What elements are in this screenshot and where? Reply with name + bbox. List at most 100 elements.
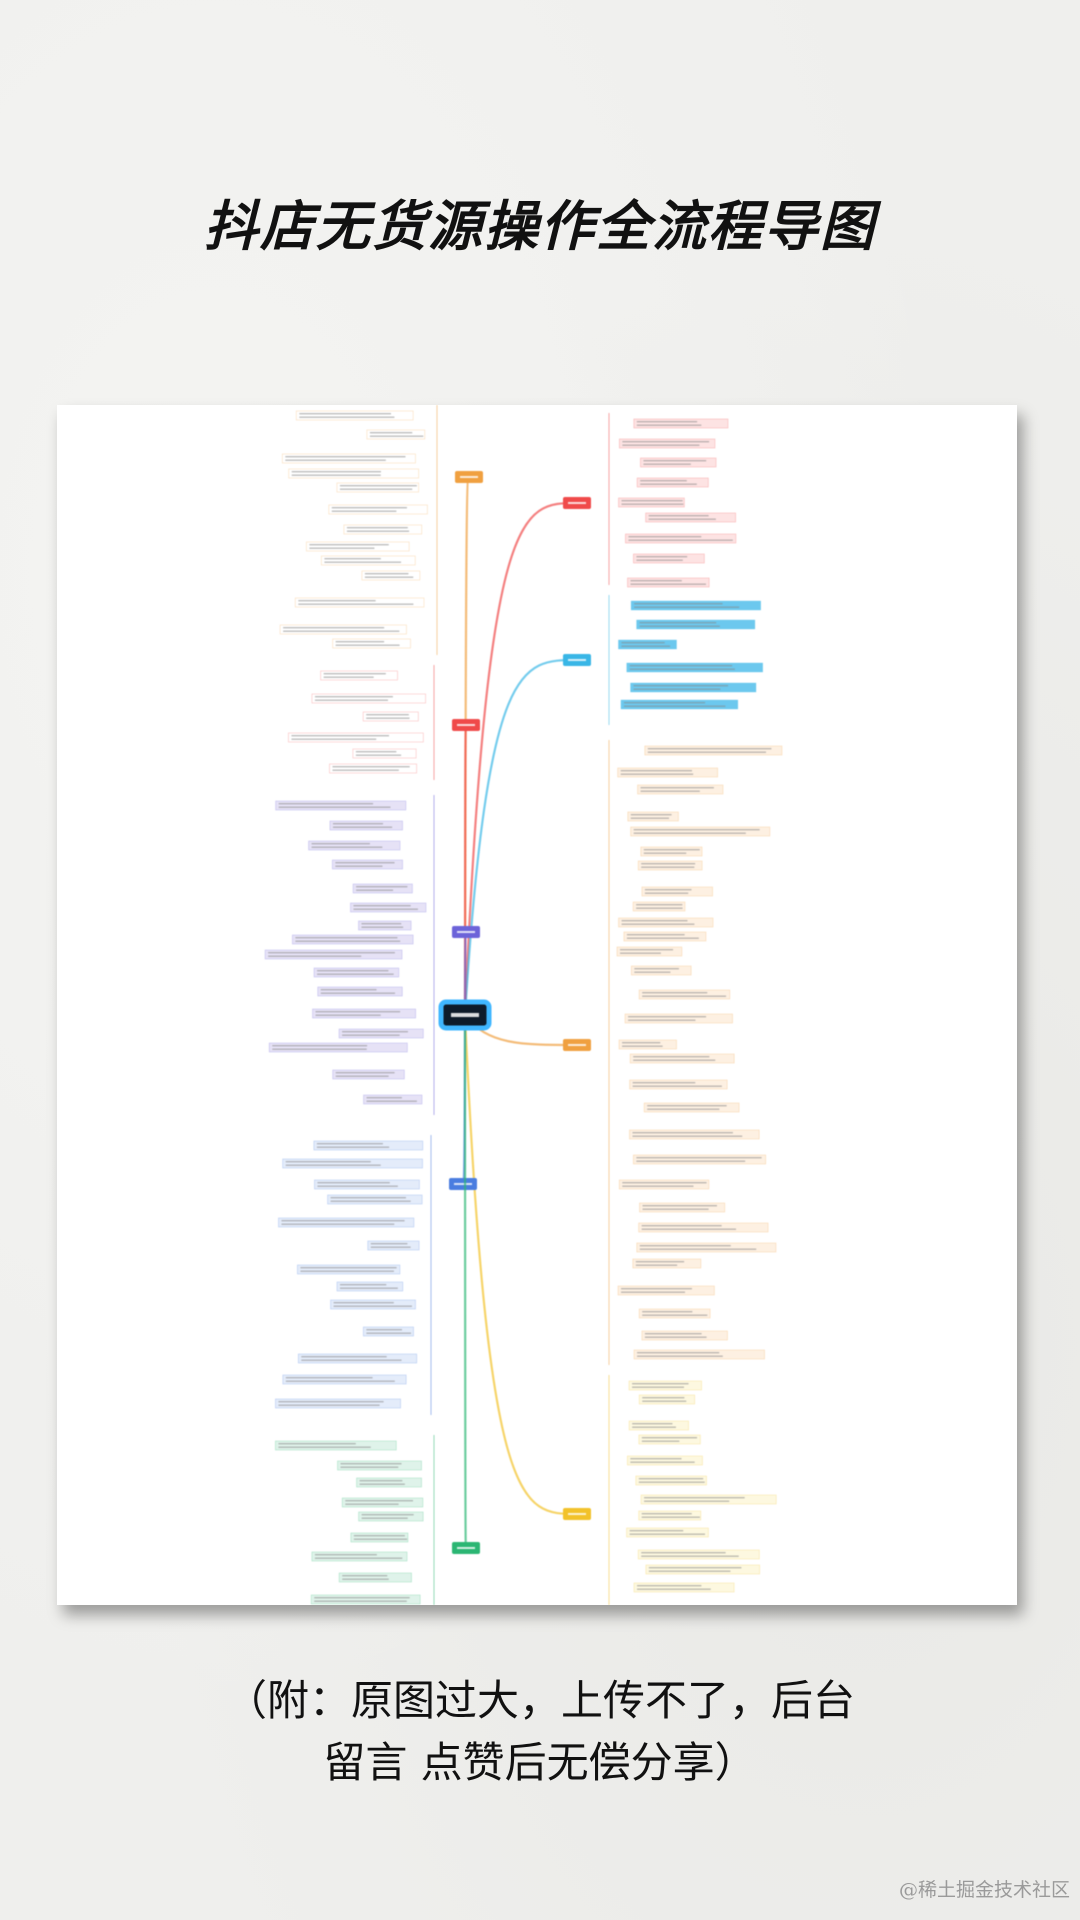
leaf-node <box>362 711 419 722</box>
leaf-node <box>619 438 716 449</box>
leaf-text-line <box>353 905 411 907</box>
leaf-text-line <box>332 769 399 771</box>
leaf-node <box>626 1527 709 1538</box>
leaf-node <box>332 638 411 649</box>
leaf-node <box>629 1053 735 1064</box>
leaf-text-line <box>648 515 709 517</box>
leaf-text-line <box>636 556 688 558</box>
leaf-text-line <box>623 702 706 704</box>
poster-title: 抖店无货源操作全流程导图 <box>204 195 876 258</box>
leaf-node <box>638 989 731 1000</box>
leaf-node <box>637 784 724 795</box>
leaf-text-line <box>332 826 393 828</box>
leaf-text-line <box>642 995 727 997</box>
leaf-node <box>627 577 710 588</box>
leaf-node <box>311 1551 408 1562</box>
leaf-text-line <box>630 583 706 585</box>
leaf-node <box>644 745 783 756</box>
leaf-text-line <box>622 1182 707 1184</box>
leaf-text-line <box>642 1397 685 1399</box>
leaf-text-line <box>633 829 760 831</box>
leaf-text-line <box>647 748 772 750</box>
leaf-text-line <box>621 645 671 647</box>
leaf-text-line <box>621 642 665 644</box>
leaf-text-line <box>356 886 408 888</box>
leaf-node <box>313 967 400 978</box>
branch-node-text <box>568 1044 586 1046</box>
leaf-text-line <box>317 973 394 975</box>
center-node-text <box>451 1013 479 1017</box>
leaf-node <box>638 1434 701 1445</box>
leaf-node <box>627 811 679 822</box>
leaf-node <box>624 1013 733 1024</box>
leaf-text-line <box>634 606 740 608</box>
leaf-text-line <box>283 627 385 629</box>
leaf-text-line <box>647 1105 727 1107</box>
leaf-text-line <box>331 510 397 512</box>
leaf-text-line <box>620 949 674 951</box>
leaf-text-line <box>644 1333 702 1335</box>
leaf-text-line <box>317 1182 390 1184</box>
leaf-text-line <box>369 435 424 437</box>
leaf-text-line <box>628 536 702 538</box>
leaf-text-line <box>323 676 374 678</box>
mindmap-card <box>57 405 1017 1605</box>
leaf-text-line <box>640 480 687 482</box>
leaf-text-line <box>285 1377 373 1379</box>
leaf-node <box>617 1285 715 1296</box>
leaf-text-line <box>644 1336 707 1338</box>
leaf-node <box>329 763 417 774</box>
leaf-text-line <box>366 714 409 716</box>
leaf-text-line <box>339 1287 398 1289</box>
leaf-text-line <box>298 603 414 605</box>
leaf-text-line <box>644 1500 730 1502</box>
leaf-text-line <box>366 1100 417 1102</box>
leaf-text-line <box>278 1443 356 1445</box>
leaf-text-line <box>366 1332 412 1334</box>
leaf-text-line <box>311 843 370 845</box>
leaf-text-line <box>642 1314 708 1316</box>
leaf-text-line <box>342 1031 408 1033</box>
leaf-text-line <box>632 1423 673 1425</box>
leaf-text-line <box>361 1514 414 1516</box>
leaf-text-line <box>641 1228 737 1230</box>
leaf-text-line <box>278 803 374 805</box>
leaf-text-line <box>345 1500 414 1502</box>
leaf-text-line <box>630 817 669 819</box>
leaf-text-line <box>335 644 400 646</box>
leaf-text-line <box>331 507 407 509</box>
leaf-text-line <box>300 1270 394 1272</box>
leaf-text-line <box>285 459 386 461</box>
leaf-text-line <box>642 1205 717 1207</box>
leaf-text-line <box>335 641 385 643</box>
leaf-text-line <box>332 766 410 768</box>
leaf-node <box>638 1222 769 1233</box>
leaf-node <box>636 477 709 488</box>
leaf-text-line <box>633 688 721 690</box>
leaf-text-line <box>369 432 413 434</box>
branch-node-text <box>460 476 478 478</box>
leaf-text-line <box>355 754 402 756</box>
leaf-text-line <box>637 1352 720 1354</box>
leaf-node <box>633 1349 765 1360</box>
leaf-text-line <box>621 1288 692 1290</box>
leaf-text-line <box>291 738 377 740</box>
leaf-text-line <box>291 735 390 737</box>
leaf-node <box>618 497 685 508</box>
leaf-text-line <box>636 559 683 561</box>
leaf-text-line <box>370 1246 411 1248</box>
leaf-node <box>640 1494 777 1505</box>
leaf-text-line <box>643 463 691 465</box>
leaf-text-line <box>637 1355 723 1357</box>
branch-node-text <box>568 1513 586 1515</box>
leaf-node <box>636 619 756 630</box>
leaf-text-line <box>283 630 400 632</box>
leaf-node <box>279 624 407 635</box>
leaf-node <box>352 883 413 894</box>
leaf-text-line <box>323 673 386 675</box>
leaf-node <box>329 820 403 831</box>
leaf-node <box>645 1564 760 1575</box>
leaf-node <box>332 1069 405 1080</box>
leaf-text-line <box>330 1197 406 1199</box>
leaf-text-line <box>316 1146 390 1148</box>
